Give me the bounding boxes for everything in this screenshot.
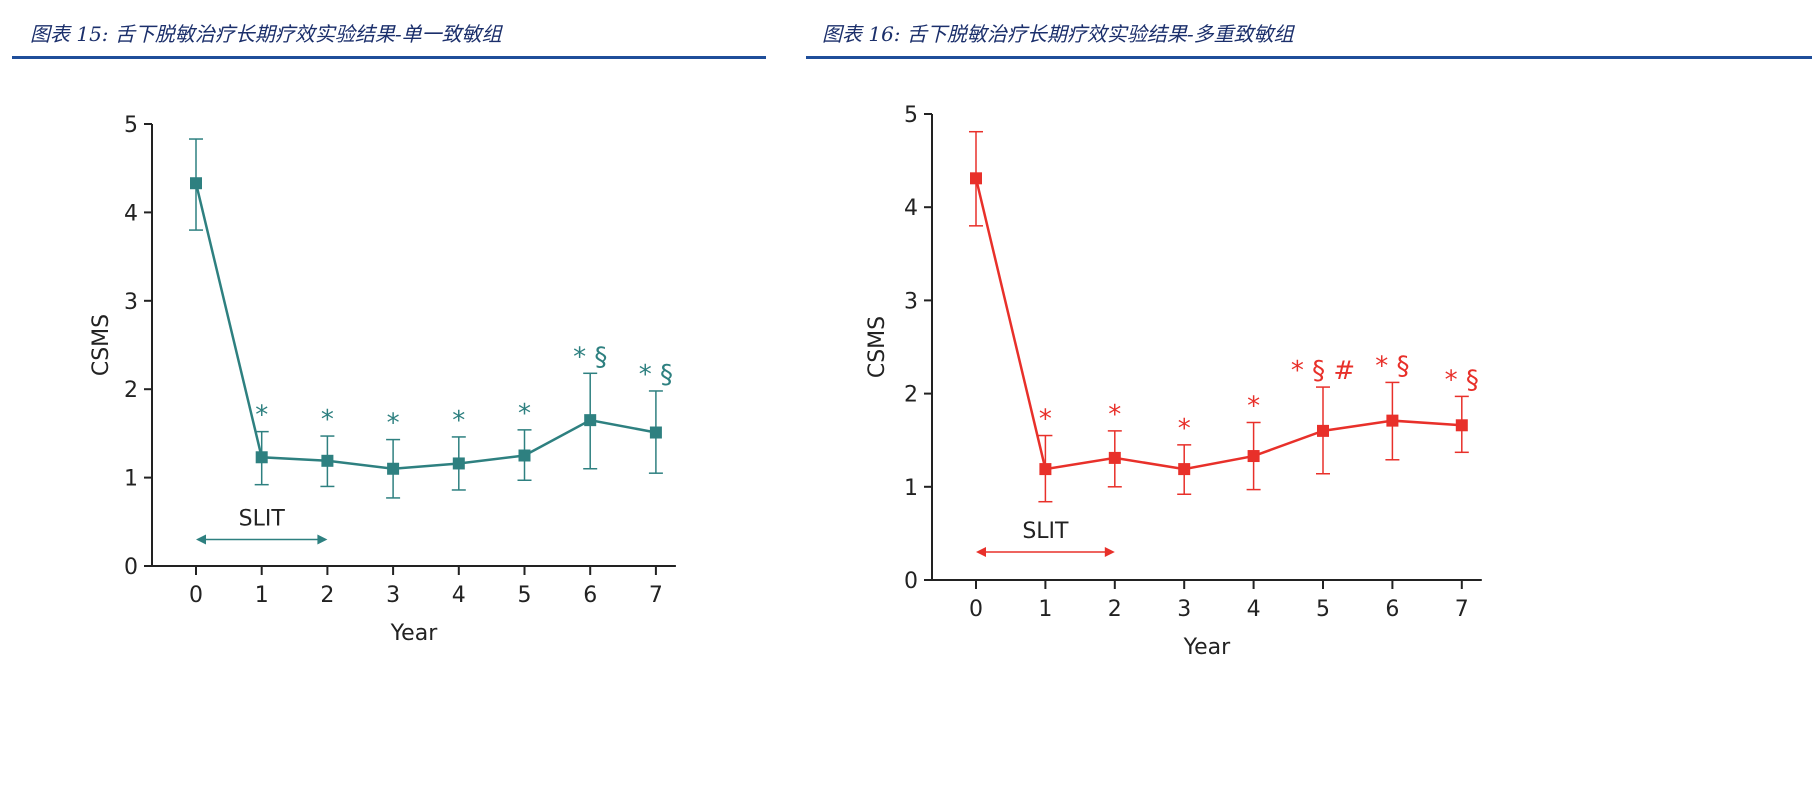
significance-label: * xyxy=(1247,391,1260,421)
significance-label: * § # xyxy=(1291,356,1355,386)
y-tick-label: 3 xyxy=(124,290,138,315)
x-tick-label: 2 xyxy=(320,583,334,608)
data-point xyxy=(518,449,531,462)
data-point xyxy=(584,414,597,427)
data-point xyxy=(190,177,202,190)
x-tick-label: 5 xyxy=(1316,597,1330,622)
y-axis-label: CSMS xyxy=(89,314,114,376)
significance-label: * xyxy=(387,409,400,439)
y-tick-label: 2 xyxy=(124,378,138,403)
y-tick-label: 4 xyxy=(124,201,138,226)
significance-label: * § xyxy=(1375,351,1409,381)
significance-label: * § xyxy=(1445,365,1479,395)
significance-label: * xyxy=(518,399,531,429)
x-tick-label: 3 xyxy=(386,583,400,608)
y-tick-label: 4 xyxy=(904,196,918,221)
x-tick-label: 0 xyxy=(969,597,983,622)
arrow-right-icon xyxy=(317,534,328,545)
significance-label: * xyxy=(255,401,268,431)
significance-label: * xyxy=(1178,414,1191,444)
x-tick-label: 2 xyxy=(1108,597,1122,622)
data-point xyxy=(452,457,465,470)
slit-label: SLIT xyxy=(239,506,286,531)
x-tick-label: 1 xyxy=(255,583,269,608)
y-axis-label: CSMS xyxy=(865,316,890,378)
y-tick-label: 1 xyxy=(124,467,138,492)
y-tick-label: 3 xyxy=(904,289,918,314)
data-point xyxy=(1247,450,1260,463)
x-tick-label: 4 xyxy=(1247,597,1261,622)
data-point xyxy=(970,172,982,185)
significance-label: * xyxy=(1108,400,1121,430)
arrow-left-icon xyxy=(976,547,986,558)
title-rule xyxy=(12,56,766,59)
data-point xyxy=(1178,463,1191,476)
data-point xyxy=(1455,419,1468,432)
x-tick-label: 6 xyxy=(583,583,597,608)
x-tick-label: 7 xyxy=(1455,597,1469,622)
x-tick-label: 5 xyxy=(518,583,532,608)
y-tick-label: 5 xyxy=(904,103,918,128)
y-tick-label: 0 xyxy=(904,569,918,594)
data-point xyxy=(649,426,662,439)
arrow-left-icon xyxy=(196,534,206,545)
data-point xyxy=(1317,424,1329,437)
x-tick-label: 4 xyxy=(452,583,466,608)
y-tick-label: 2 xyxy=(904,383,918,408)
figure-16-title: 图表 16: 舌下脱敏治疗长期疗效实验结果-多重致敏组 xyxy=(822,22,1294,46)
series-line xyxy=(194,182,657,471)
data-point xyxy=(255,451,268,464)
significance-label: * xyxy=(452,406,465,436)
x-tick-label: 7 xyxy=(649,583,663,608)
x-tick-label: 6 xyxy=(1385,597,1399,622)
y-tick-label: 5 xyxy=(124,113,138,138)
significance-label: * § xyxy=(639,360,673,390)
arrow-right-icon xyxy=(1104,547,1115,558)
data-point xyxy=(1386,414,1399,427)
data-point xyxy=(321,454,334,467)
title-rule xyxy=(806,56,1812,59)
x-axis-label: Year xyxy=(390,621,439,646)
y-tick-label: 0 xyxy=(124,555,138,580)
data-point xyxy=(1039,463,1052,476)
significance-label: * § xyxy=(573,342,607,372)
x-axis-label: Year xyxy=(1183,635,1232,660)
x-tick-label: 1 xyxy=(1038,597,1052,622)
x-tick-label: 0 xyxy=(189,583,203,608)
series-line xyxy=(974,178,1462,471)
significance-label: * xyxy=(1039,405,1052,435)
x-tick-label: 3 xyxy=(1177,597,1191,622)
data-point xyxy=(387,462,400,475)
data-point xyxy=(1108,451,1121,464)
figure-15-title: 图表 15: 舌下脱敏治疗长期疗效实验结果-单一致敏组 xyxy=(30,22,502,46)
slit-label: SLIT xyxy=(1022,519,1069,544)
significance-label: * xyxy=(321,405,334,435)
y-tick-label: 1 xyxy=(904,476,918,501)
